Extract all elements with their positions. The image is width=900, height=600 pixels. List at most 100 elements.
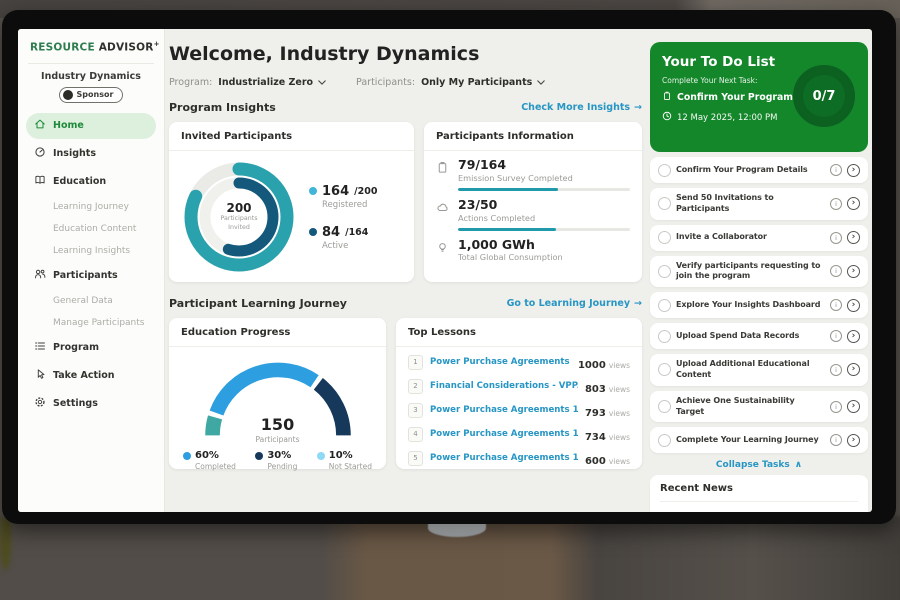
task-row[interactable]: Verify participants requesting to join t… xyxy=(650,255,868,288)
insights-gauge-icon xyxy=(34,146,46,161)
sidebar-nav: Home Insights Education Learning Journey… xyxy=(18,112,164,418)
task-checkbox[interactable] xyxy=(658,329,671,343)
chevron-right-icon[interactable]: › xyxy=(847,400,860,414)
views-count: 600 xyxy=(584,455,606,467)
task-checkbox[interactable] xyxy=(658,163,671,177)
views-label: views xyxy=(608,456,630,466)
progress-fill xyxy=(458,187,558,191)
lesson-link[interactable]: Power Purchase Agreements 101 xyxy=(430,357,571,367)
link-label: Check More Insights xyxy=(521,102,631,113)
lesson-rank: 2 xyxy=(408,378,423,394)
stat-consumption: 1,000 GWh Total Global Consumption xyxy=(424,231,642,262)
task-checkbox[interactable] xyxy=(658,264,671,278)
chevron-right-icon[interactable]: › xyxy=(847,298,860,312)
plant-leaf xyxy=(0,518,11,570)
info-icon[interactable]: i xyxy=(830,231,842,244)
stat-value: 1,000 GWh xyxy=(458,236,535,252)
sidebar-item-education-content[interactable]: Education Content xyxy=(53,223,137,234)
sidebar-item-label: Program xyxy=(53,342,99,353)
sidebar-item-settings[interactable]: Settings xyxy=(26,391,156,417)
chevron-down-icon xyxy=(537,77,546,88)
views-label: views xyxy=(608,408,630,418)
donut-label: Participants Invited xyxy=(221,215,258,233)
chevron-right-icon[interactable]: › xyxy=(847,264,860,278)
logo-text-resource: RESOURCE xyxy=(30,41,95,54)
task-checkbox[interactable] xyxy=(658,231,671,245)
lesson-link[interactable]: Power Purchase Agreements 102 xyxy=(430,429,578,439)
invited-legend: 164/200 Registered 84/164 Active xyxy=(309,184,377,251)
todo-next-task-label: Confirm Your Program Details xyxy=(677,92,833,103)
task-row[interactable]: Send 50 Invitations to Participants i › xyxy=(650,188,868,220)
learning-journey-header: Participant Learning Journey Go to Learn… xyxy=(169,297,642,310)
sidebar-item-participants[interactable]: Participants xyxy=(26,263,156,289)
chevron-right-icon[interactable]: › xyxy=(847,163,860,177)
sidebar-item-label: Home xyxy=(53,120,84,131)
chevron-right-icon[interactable]: › xyxy=(847,363,860,377)
chevron-right-icon[interactable]: › xyxy=(847,329,860,343)
task-row[interactable]: Upload Spend Data Records i › xyxy=(650,323,868,350)
sidebar-item-general-data[interactable]: General Data xyxy=(53,295,113,306)
info-icon[interactable]: i xyxy=(830,363,842,376)
task-row[interactable]: Achieve One Sustainability Target i › xyxy=(650,390,868,423)
recent-news-card: Recent News xyxy=(650,475,868,512)
sidebar-item-home[interactable]: Home xyxy=(26,112,156,139)
todo-subtitle: Complete Your Next Task: xyxy=(662,76,758,85)
sidebar-item-manage-participants[interactable]: Manage Participants xyxy=(53,317,145,328)
chevron-right-icon[interactable]: › xyxy=(847,197,860,211)
task-row[interactable]: Confirm Your Program Details i › xyxy=(650,157,868,183)
collapse-up-icon: ∧ xyxy=(794,460,803,471)
sidebar-item-learning-journey[interactable]: Learning Journey xyxy=(53,201,129,212)
info-icon[interactable]: i xyxy=(830,265,842,278)
task-row[interactable]: Explore Your Insights Dashboard i › xyxy=(650,292,868,319)
views-label: views xyxy=(608,384,630,394)
task-row[interactable]: Complete Your Learning Journey i › xyxy=(650,427,868,454)
sidebar-item-take-action[interactable]: Take Action xyxy=(26,363,156,389)
info-icon[interactable]: i xyxy=(830,434,842,447)
sidebar-item-insights[interactable]: Insights xyxy=(26,141,156,167)
chevron-right-icon[interactable]: › xyxy=(847,231,860,245)
legend-dot xyxy=(309,187,317,195)
program-dropdown[interactable]: Program: Industrialize Zero xyxy=(169,77,326,88)
task-checkbox[interactable] xyxy=(658,363,671,377)
participants-dropdown[interactable]: Participants: Only My Participants xyxy=(356,77,546,88)
task-checkbox[interactable] xyxy=(658,298,671,312)
check-more-insights-link[interactable]: Check More Insights → xyxy=(521,102,642,113)
participants-label: Participants: xyxy=(356,77,416,88)
go-to-learning-journey-link[interactable]: Go to Learning Journey → xyxy=(507,298,642,309)
sponsor-label: Sponsor xyxy=(76,90,114,99)
task-row[interactable]: Upload Additional Educational Content i › xyxy=(650,354,868,386)
chevron-right-icon[interactable]: › xyxy=(847,433,860,447)
lesson-link[interactable]: Financial Considerations - VPPAs xyxy=(430,381,578,391)
chevron-down-icon xyxy=(318,77,326,88)
card-title: Participants Information xyxy=(424,122,642,151)
lesson-link[interactable]: Power Purchase Agreements 101 xyxy=(430,405,578,415)
views-count: 793 xyxy=(584,407,606,419)
lesson-link[interactable]: Power Purchase Agreements 103 xyxy=(430,453,578,463)
task-checkbox[interactable] xyxy=(658,197,671,211)
views-count: 734 xyxy=(584,431,606,443)
app-logo: RESOURCE ADVISOR+ xyxy=(18,29,164,54)
invited-donut-chart: 200 Participants Invited xyxy=(177,155,301,279)
task-checkbox[interactable] xyxy=(658,400,671,414)
views-label: views xyxy=(608,432,630,442)
collapse-tasks-link[interactable]: Collapse Tasks ∧ xyxy=(650,460,868,470)
sidebar-item-learning-insights[interactable]: Learning Insights xyxy=(53,245,131,256)
task-row[interactable]: Invite a Collaborator i › xyxy=(650,224,868,251)
info-icon[interactable]: i xyxy=(830,400,842,413)
logo-plus: + xyxy=(153,40,160,48)
info-icon[interactable]: i xyxy=(830,330,842,343)
lesson-row: 5 Power Purchase Agreements 103 600 views xyxy=(396,446,642,470)
info-icon[interactable]: i xyxy=(830,299,842,312)
lesson-rank: 4 xyxy=(408,426,423,442)
info-icon[interactable]: i xyxy=(830,164,842,176)
task-checkbox[interactable] xyxy=(658,433,671,447)
sidebar-item-education[interactable]: Education xyxy=(26,169,156,195)
task-label: Invite a Collaborator xyxy=(676,232,767,242)
info-icon[interactable]: i xyxy=(830,197,842,210)
sidebar-item-program[interactable]: Program xyxy=(26,335,156,361)
lesson-rank: 3 xyxy=(408,402,423,418)
legend-label: Active xyxy=(322,240,349,251)
legend-value: 60% xyxy=(195,450,219,461)
clock-icon xyxy=(662,111,672,124)
todo-due: 12 May 2025, 12:00 PM xyxy=(662,111,856,124)
